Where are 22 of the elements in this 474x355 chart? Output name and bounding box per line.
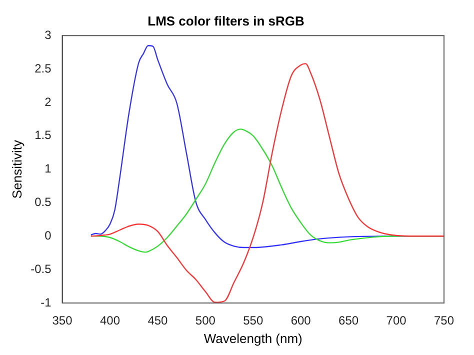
x-tick-label: 650	[338, 314, 359, 328]
x-tick-label: 350	[52, 314, 73, 328]
chart-title: LMS color filters in sRGB	[148, 13, 304, 28]
y-tick-label: 0	[44, 228, 52, 242]
y-tick-label: -1	[40, 295, 52, 310]
x-tick-label: 600	[290, 314, 312, 328]
x-tick-label: 450	[148, 314, 168, 328]
y-tick-label: 2	[44, 94, 52, 109]
y-tick-label: -0.5	[30, 262, 52, 276]
line-series	[90, 63, 444, 303]
y-tick-label: 1	[44, 162, 52, 176]
y-tick-label: 1.5	[34, 128, 52, 142]
x-tick-label: 400	[100, 314, 120, 328]
x-tick-label: 500	[195, 314, 216, 328]
y-axis-title: Sensitivity	[9, 140, 24, 199]
y-tick-label: 3	[44, 28, 52, 42]
x-axis-title: Wavelength (nm)	[204, 330, 302, 346]
x-tick-label: 550	[243, 314, 264, 328]
y-tick-label: 2.5	[34, 61, 52, 76]
x-tick-label: 700	[386, 314, 407, 328]
y-tick-label: 0.5	[34, 195, 52, 210]
x-tick-label: 750	[434, 314, 454, 328]
